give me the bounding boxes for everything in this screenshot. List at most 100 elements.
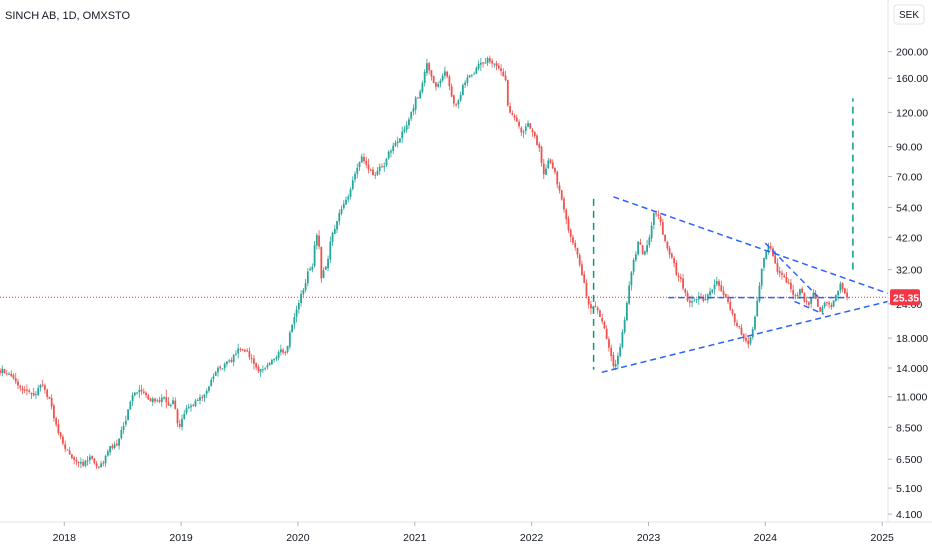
candle xyxy=(133,392,136,397)
candle-body xyxy=(102,462,105,464)
currency-button-frame[interactable] xyxy=(893,4,925,25)
candle xyxy=(336,220,338,234)
candle-body xyxy=(560,190,563,200)
candle xyxy=(5,370,8,376)
candle xyxy=(572,234,574,246)
candle-body xyxy=(122,425,125,430)
candle-body xyxy=(778,271,781,274)
candle-body xyxy=(832,300,835,307)
candle-body xyxy=(259,369,262,372)
candle-body xyxy=(639,242,642,245)
candle-body xyxy=(297,303,300,310)
candle xyxy=(650,221,653,243)
candle xyxy=(154,397,156,404)
candle xyxy=(208,385,210,393)
candle xyxy=(684,288,687,297)
candle xyxy=(706,293,709,304)
candle-body xyxy=(286,345,289,352)
candle-body xyxy=(0,370,1,373)
candle xyxy=(73,455,76,465)
candle xyxy=(147,393,150,400)
candle-body xyxy=(612,355,615,367)
candle xyxy=(183,409,186,420)
candle-body xyxy=(327,258,329,269)
currency-button[interactable]: SEK xyxy=(893,4,925,25)
candle-body xyxy=(295,309,298,317)
candle xyxy=(540,145,543,167)
time-axis[interactable]: 2018 2019 2020 2021 2022 2023 2024 2025 xyxy=(53,522,894,544)
candle-body xyxy=(527,123,529,127)
candle-body xyxy=(79,462,82,464)
candle-body xyxy=(304,283,307,291)
candle xyxy=(217,365,219,377)
candle-body xyxy=(408,119,410,126)
candle xyxy=(408,117,410,129)
candle-body xyxy=(358,162,361,168)
inner-lower-trendline[interactable] xyxy=(794,300,825,315)
candle xyxy=(567,215,570,233)
candle-body xyxy=(387,151,390,159)
candle xyxy=(470,74,473,78)
candle-body xyxy=(841,282,844,290)
candle-body xyxy=(679,277,682,279)
candle xyxy=(351,176,354,191)
candle xyxy=(124,415,127,427)
candle xyxy=(163,395,165,400)
candle-body xyxy=(623,319,626,333)
candle xyxy=(686,290,689,302)
candle-body xyxy=(257,366,260,372)
candle-body xyxy=(634,254,637,261)
candle-body xyxy=(264,367,267,369)
candle xyxy=(266,362,269,370)
triangle-upper-trendline[interactable] xyxy=(613,196,889,295)
candle xyxy=(648,234,651,248)
candle xyxy=(506,79,509,107)
candle xyxy=(464,80,467,89)
candle-body xyxy=(709,291,711,296)
candle-body xyxy=(572,237,574,243)
candle-body xyxy=(691,301,693,303)
candle-body xyxy=(8,373,10,375)
candle-body xyxy=(823,302,826,307)
candle xyxy=(315,233,318,250)
candle xyxy=(277,350,280,361)
candle-body xyxy=(347,196,350,200)
candle-body xyxy=(459,94,462,101)
candle xyxy=(781,269,783,280)
inner-upper-trendline[interactable] xyxy=(764,242,819,298)
candle-body xyxy=(787,282,790,284)
candle-body xyxy=(113,444,116,448)
candle-body xyxy=(466,77,469,83)
candle xyxy=(677,272,680,282)
candle-body xyxy=(529,123,532,129)
candle-body xyxy=(64,444,67,449)
candle-body xyxy=(670,253,673,258)
candle xyxy=(244,349,246,353)
candle-body xyxy=(367,164,370,170)
candle-body xyxy=(504,75,507,81)
candle-body xyxy=(62,436,64,444)
candle xyxy=(437,81,440,88)
candle-body xyxy=(376,170,379,175)
candle-body xyxy=(763,258,765,268)
candle-body xyxy=(590,304,592,309)
candle xyxy=(482,61,484,68)
candle xyxy=(235,350,237,357)
candle-body xyxy=(160,397,163,403)
triangle-lower-trendline[interactable] xyxy=(601,300,889,374)
candle xyxy=(475,66,478,75)
candle xyxy=(693,298,696,302)
candle-body xyxy=(53,405,55,419)
candle xyxy=(187,403,190,409)
candle-body xyxy=(426,63,428,73)
candle-body xyxy=(59,432,62,437)
candle xyxy=(486,56,489,66)
candle-body xyxy=(14,378,17,382)
candle-body xyxy=(828,302,831,305)
currency-button-label[interactable]: SEK xyxy=(899,10,919,21)
candle xyxy=(95,461,98,469)
candle xyxy=(581,260,583,276)
candle-body xyxy=(270,360,273,365)
candle-body xyxy=(455,104,458,106)
